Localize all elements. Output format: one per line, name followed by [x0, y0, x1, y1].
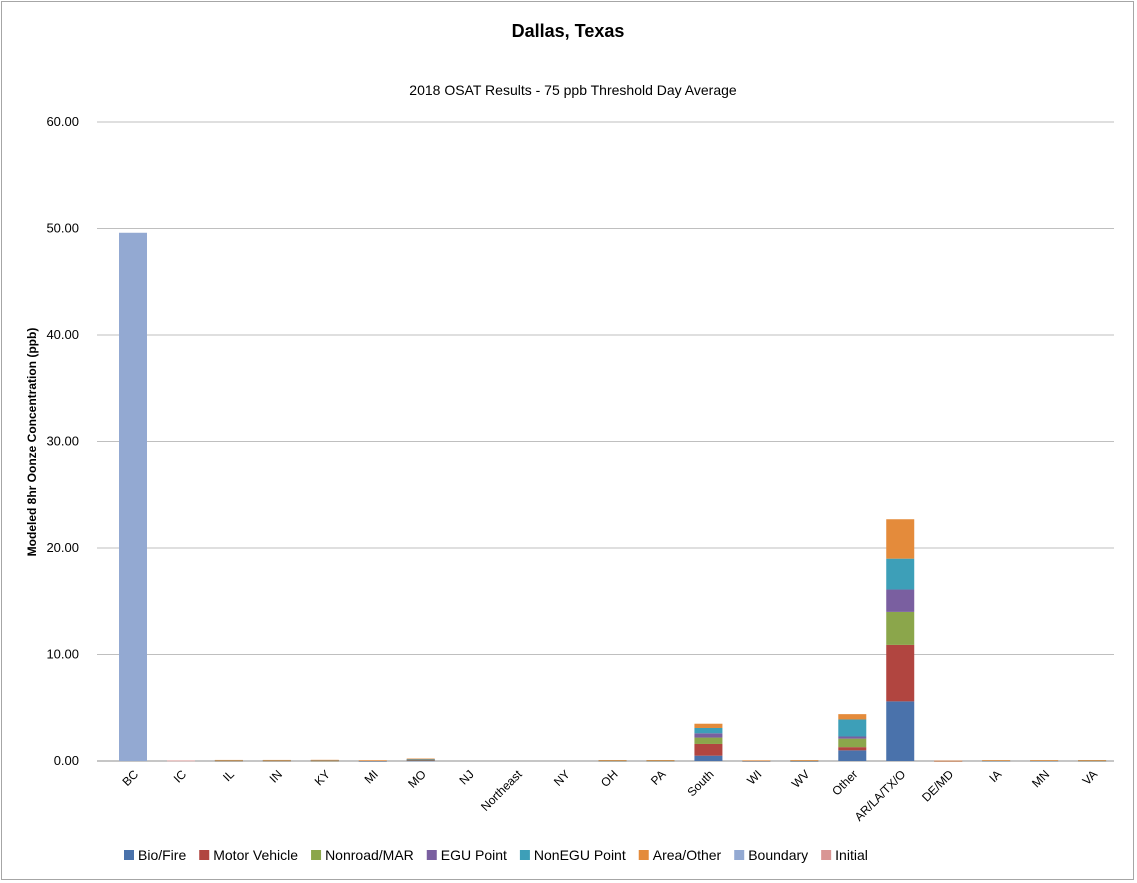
bar-il-area-other — [214, 759, 243, 761]
bar-in-area-other — [262, 759, 291, 761]
legend-swatch-6 — [734, 850, 745, 860]
x-tick-label-12: South — [684, 767, 716, 799]
y-tick-label-4: 40.00 — [46, 327, 79, 342]
bar-mn-area-other — [1030, 760, 1059, 761]
y-tick-label-3: 30.00 — [46, 434, 79, 449]
bar-mo-area-other — [406, 758, 435, 760]
legend-label-0: Bio/Fire — [138, 847, 186, 863]
legend-label-2: Nonroad/MAR — [325, 847, 414, 863]
bar-other-nonroad-mar — [838, 738, 867, 748]
bar-pa-area-other — [646, 760, 675, 761]
x-tick-label-0: BC — [119, 767, 141, 789]
y-tick-label-5: 50.00 — [46, 221, 79, 236]
bar-south-nonroad-mar — [694, 737, 723, 744]
bar-ia-area-other — [982, 760, 1011, 761]
grid-layer — [97, 121, 1114, 762]
bar-south-egu-point — [694, 733, 723, 738]
bar-mi-area-other — [358, 760, 387, 762]
bar-layer — [119, 232, 1107, 762]
bar-ar-la-tx-o-nonroad-mar — [886, 611, 915, 645]
bar-ar-la-tx-o-nonegu-point — [886, 558, 915, 590]
legend-swatch-0 — [124, 850, 134, 860]
x-tick-label-11: PA — [648, 767, 669, 788]
bar-ky-area-other — [310, 759, 339, 761]
legend-swatch-4 — [519, 850, 530, 860]
legend-label-5: Area/Other — [653, 847, 722, 863]
x-tick-label-5: MI — [362, 767, 381, 786]
legend-label-3: EGU Point — [441, 847, 507, 863]
bar-other-motor-vehicle — [838, 747, 867, 751]
x-tick-label-18: IA — [986, 767, 1004, 785]
x-tick-label-9: NY — [551, 767, 573, 789]
x-tick-label-6: MO — [405, 767, 429, 791]
bar-de-md-area-other — [934, 760, 963, 762]
y-tick-label-6: 60.00 — [46, 114, 79, 129]
bar-va-area-other — [1078, 760, 1107, 761]
bar-oh-area-other — [598, 760, 627, 761]
bar-ar-la-tx-o-egu-point — [886, 589, 915, 612]
y-tick-labels: 0.00 10.00 20.00 30.00 40.00 50.00 60.00 — [46, 114, 79, 768]
legend-label-6: Boundary — [748, 847, 808, 863]
x-tick-label-4: KY — [312, 767, 333, 788]
legend-swatch-1 — [199, 850, 210, 860]
bar-south-bio-fire — [694, 755, 723, 761]
legend-label-7: Initial — [835, 847, 868, 863]
legend-swatch-5 — [638, 850, 649, 860]
legend-swatch-7 — [821, 850, 832, 860]
y-axis-label: Modeled 8hr Oonze Concentration (ppb) — [25, 328, 39, 557]
bar-other-nonegu-point — [838, 719, 867, 737]
bar-ar-la-tx-o-bio-fire — [886, 701, 915, 761]
x-tick-label-2: IL — [220, 767, 237, 784]
legend-swatch-2 — [311, 850, 322, 860]
x-tick-label-3: IN — [267, 767, 285, 785]
legend-swatch-3 — [426, 850, 437, 860]
legend: Bio/Fire Motor Vehicle Nonroad/MAR EGU Poin… — [124, 847, 868, 863]
bar-other-bio-fire — [838, 750, 867, 761]
bar-wi-area-other — [742, 760, 771, 762]
bar-ar-la-tx-o-area-other — [886, 519, 915, 559]
x-tick-label-14: WV — [789, 767, 813, 791]
legend-label-4: NonEGU Point — [534, 847, 626, 863]
chart-subtitle: 2018 OSAT Results - 75 ppb Threshold Day… — [409, 82, 737, 98]
bar-ar-la-tx-o-motor-vehicle — [886, 644, 915, 702]
bar-ic-initial — [166, 760, 195, 762]
x-tick-label-16: AR/LA/TX/O — [852, 767, 909, 824]
bar-south-motor-vehicle — [694, 743, 723, 756]
bar-bc-boundary — [119, 232, 147, 761]
x-tick-label-20: VA — [1080, 767, 1101, 788]
bar-wv-area-other — [790, 760, 819, 761]
bar-south-area-other — [694, 723, 723, 728]
x-tick-labels: BC IC IL IN KY MI MO NJ Northeast NY OH PA South WI WV… — [119, 767, 1100, 824]
x-tick-label-10: OH — [598, 767, 621, 790]
bar-mo-nonegu-point — [406, 759, 435, 760]
bar-other-egu-point — [838, 736, 867, 739]
x-tick-label-7: NJ — [457, 767, 477, 787]
y-tick-label-2: 20.00 — [46, 540, 79, 555]
x-tick-label-15: Other — [829, 767, 860, 798]
y-tick-label-1: 10.00 — [46, 647, 79, 662]
x-tick-label-17: DE/MD — [919, 767, 956, 804]
bar-south-nonegu-point — [694, 727, 723, 734]
x-tick-label-8: Northeast — [478, 767, 525, 814]
y-tick-label-0: 0.00 — [54, 753, 79, 768]
x-tick-label-13: WI — [744, 767, 764, 787]
bar-other-area-other — [838, 714, 867, 720]
x-tick-label-1: IC — [171, 767, 190, 786]
x-tick-label-19: MN — [1029, 767, 1052, 790]
legend-label-1: Motor Vehicle — [213, 847, 298, 863]
chart-title: Dallas, Texas — [512, 21, 625, 41]
bar-mo-bio-fire — [406, 760, 435, 762]
